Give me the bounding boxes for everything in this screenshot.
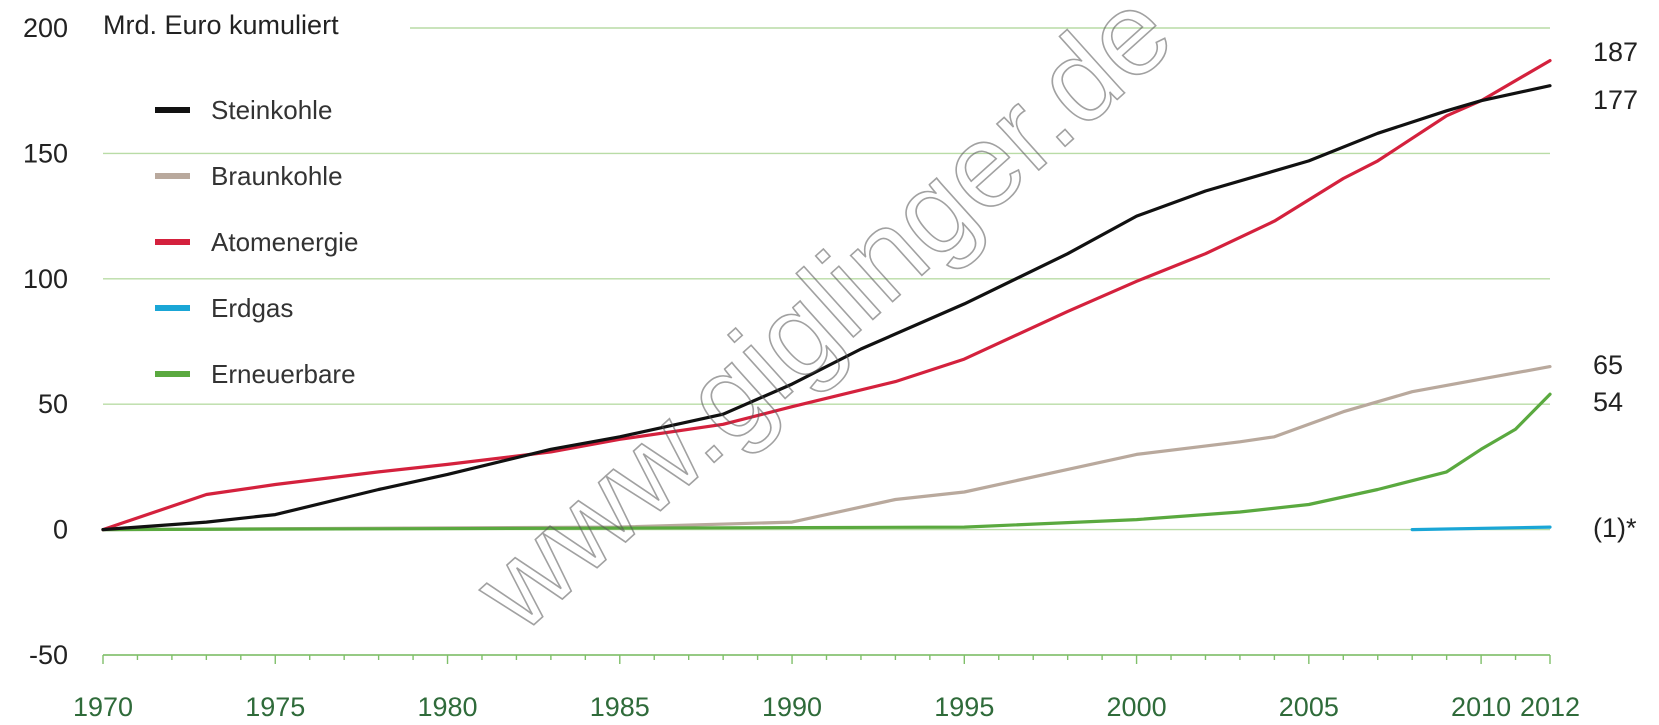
x-tick-label: 1975 — [245, 692, 305, 722]
series-line-atomenergie — [101, 58, 1552, 532]
end-label: 54 — [1593, 387, 1623, 417]
series-line-erneuerbare — [101, 392, 1552, 532]
end-label: 65 — [1593, 350, 1623, 380]
y-tick-label: 150 — [23, 138, 68, 168]
series-line-erdgas — [1410, 525, 1552, 532]
legend-label-erneuerbare: Erneuerbare — [211, 359, 356, 389]
x-tick-label: 1995 — [934, 692, 994, 722]
x-tick-label: 2012 — [1520, 692, 1580, 722]
x-tick-label: 2010 — [1451, 692, 1511, 722]
y-tick-label: 100 — [23, 264, 68, 294]
end-label: 187 — [1593, 37, 1638, 67]
series-layer — [101, 58, 1552, 532]
x-tick-label: 1980 — [417, 692, 477, 722]
end-label: (1)* — [1593, 513, 1637, 543]
y-axis-unit-label: Mrd. Euro kumuliert — [103, 10, 339, 40]
x-tick-label: 1985 — [590, 692, 650, 722]
x-tick-label: 2005 — [1279, 692, 1339, 722]
x-tick-label: 2000 — [1107, 692, 1167, 722]
legend-label-atomenergie: Atomenergie — [211, 227, 358, 257]
legend: Steinkohle Braunkohle Atomenergie Erdgas Ern… — [155, 95, 358, 389]
y-tick-label: -50 — [29, 640, 68, 670]
end-label: 177 — [1593, 85, 1638, 115]
watermark-text: www.giglinger.de — [449, 0, 1196, 656]
axes: -50 0 50 100 150 200 1970 1975 1980 1985 1990 1995 2… — [23, 13, 1580, 722]
y-tick-label: 50 — [38, 389, 68, 419]
series-line-braunkohle — [101, 365, 1552, 532]
y-tick-label: 200 — [23, 13, 68, 43]
x-tick-label: 1990 — [762, 692, 822, 722]
series-line-steinkohle — [101, 84, 1552, 532]
end-labels: 187 177 65 54 (1)* — [1593, 37, 1638, 543]
legend-label-steinkohle: Steinkohle — [211, 95, 332, 125]
legend-label-erdgas: Erdgas — [211, 293, 293, 323]
y-tick-label: 0 — [53, 515, 68, 545]
legend-label-braunkohle: Braunkohle — [211, 161, 343, 191]
x-tick-label: 1970 — [73, 692, 133, 722]
